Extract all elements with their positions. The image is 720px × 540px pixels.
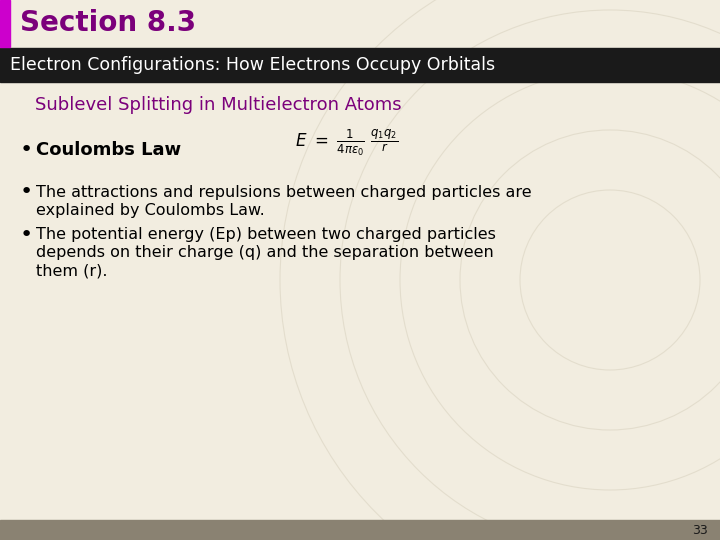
Text: Sublevel Splitting in Multielectron Atoms: Sublevel Splitting in Multielectron Atom… xyxy=(35,96,402,114)
Bar xyxy=(0,0,10,47)
Text: •: • xyxy=(20,140,33,160)
Text: The attractions and repulsions between charged particles are: The attractions and repulsions between c… xyxy=(36,185,531,199)
Text: •: • xyxy=(20,225,33,245)
Text: Electron Configurations: How Electrons Occupy Orbitals: Electron Configurations: How Electrons O… xyxy=(10,56,495,74)
Bar xyxy=(0,48,720,82)
Text: depends on their charge (q) and the separation between: depends on their charge (q) and the sepa… xyxy=(36,246,494,260)
Text: 33: 33 xyxy=(692,523,708,537)
Text: The potential energy (Ep) between two charged particles: The potential energy (Ep) between two ch… xyxy=(36,227,496,242)
Text: •: • xyxy=(20,182,33,202)
Text: them (r).: them (r). xyxy=(36,264,107,279)
Text: $E\ =\ \frac{1}{4\pi\epsilon_0}\ \frac{q_1q_2}{r}$: $E\ =\ \frac{1}{4\pi\epsilon_0}\ \frac{q… xyxy=(295,128,398,158)
Text: explained by Coulombs Law.: explained by Coulombs Law. xyxy=(36,202,265,218)
Bar xyxy=(0,520,720,540)
Text: Coulombs Law: Coulombs Law xyxy=(36,141,181,159)
Text: Section 8.3: Section 8.3 xyxy=(20,9,196,37)
